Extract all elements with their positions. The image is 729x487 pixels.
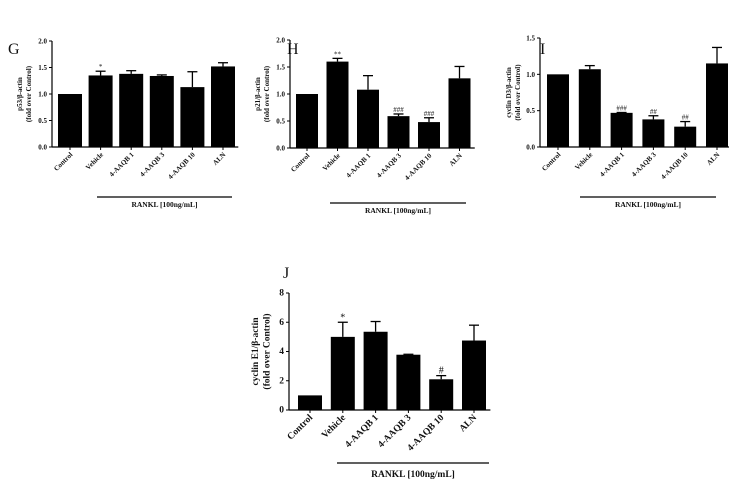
panel-label: J xyxy=(283,265,289,282)
group-label: RANKL [100ng/mL] xyxy=(371,470,455,480)
y-axis-label: (fold over Control) xyxy=(514,64,522,121)
x-tick-label: 4-AAQB 3 xyxy=(630,150,658,178)
significance-label: ### xyxy=(393,106,404,114)
y-tick-label: 8 xyxy=(279,289,284,299)
chart-panel-j: J 0 2 4 6 8 cyclin E1/β-actin (fold over Contro… xyxy=(251,265,491,480)
significance-label: ### xyxy=(616,104,627,112)
y-tick-label: 0.0 xyxy=(526,144,535,152)
bar xyxy=(330,336,355,410)
bar xyxy=(296,94,318,148)
y-axis-label: (fold over Control) xyxy=(263,65,271,122)
bar xyxy=(547,74,569,147)
x-tick-label: Control xyxy=(289,152,311,174)
y-axis-label: p21/β-actin xyxy=(254,77,262,111)
x-tick-label: 4-AAQB 10 xyxy=(167,150,198,181)
y-tick-label: 0.0 xyxy=(276,145,285,153)
significance-label: # xyxy=(439,366,444,377)
x-tick-label: Vehicle xyxy=(573,151,594,172)
group-label: RANKL [100ng/mL] xyxy=(365,206,431,215)
bar xyxy=(396,354,421,410)
x-tick-label: 4-AAQB 1 xyxy=(108,150,136,178)
chart-panel-h: H 0.0 0.5 1.0 1.5 2.0 p21/β-actin (fold over Co… xyxy=(254,37,475,215)
bar xyxy=(149,75,174,147)
y-tick-label: 1.0 xyxy=(276,91,285,99)
x-tick-label: 4-AAQB 1 xyxy=(345,151,373,179)
x-tick-label: Control xyxy=(286,413,316,443)
y-tick-label: 0 xyxy=(279,406,284,416)
bar xyxy=(578,69,601,147)
group-label: RANKL [100ng/mL] xyxy=(615,200,681,209)
x-tick-label: 4-AAQB 10 xyxy=(659,150,690,181)
bar xyxy=(363,331,388,410)
y-tick-label: 0.0 xyxy=(38,144,47,152)
x-tick-label: Vehicle xyxy=(320,413,348,441)
y-axis-label: (fold over Control) xyxy=(25,65,33,122)
significance-label: * xyxy=(99,63,103,71)
x-tick-label: 4-AAQB 10 xyxy=(403,151,434,182)
x-tick-label: Vehicle xyxy=(84,151,105,172)
y-tick-label: 0.5 xyxy=(276,118,285,126)
significance-label: ## xyxy=(650,108,658,116)
y-tick-label: 0.5 xyxy=(526,107,535,115)
bar xyxy=(448,78,471,148)
bar xyxy=(119,73,144,147)
x-tick-label: 4-AAQB 1 xyxy=(344,413,381,450)
bar xyxy=(387,116,410,148)
bar xyxy=(180,87,205,147)
y-tick-label: 0.5 xyxy=(38,117,47,125)
y-tick-label: 1.0 xyxy=(38,91,47,99)
panel-label: G xyxy=(8,41,20,58)
x-tick-label: 4-AAQB 1 xyxy=(598,150,626,178)
significance-label: * xyxy=(340,312,345,323)
x-tick-label: Control xyxy=(52,151,74,173)
y-tick-label: 1.5 xyxy=(526,35,535,43)
x-tick-label: ALN xyxy=(705,151,721,167)
bar xyxy=(706,63,728,147)
significance-label: ** xyxy=(334,50,342,58)
x-tick-label: Control xyxy=(540,151,562,173)
bar xyxy=(298,395,322,410)
y-axis-label: p53/β-actin xyxy=(16,77,24,111)
y-tick-label: 4 xyxy=(279,347,284,357)
significance-label: ## xyxy=(682,114,690,122)
bar xyxy=(58,94,82,147)
chart-panel-i: I 0.0 0.5 1.0 1.5 cyclin D3/β-actin (fold over… xyxy=(505,35,729,209)
bar xyxy=(642,119,665,147)
x-tick-label: ALN xyxy=(211,151,227,167)
group-label: RANKL [100ng/mL] xyxy=(131,200,197,209)
x-tick-label: 4-AAQB 3 xyxy=(375,151,403,179)
y-tick-label: 2.0 xyxy=(276,37,285,45)
bar xyxy=(418,122,440,148)
bar xyxy=(326,61,349,148)
significance-label: ### xyxy=(424,110,435,118)
y-axis-label: (fold over Control) xyxy=(262,313,273,389)
chart-panel-g: G 0.0 0.5 1.0 1.5 2.0 p53/β-actin (fold over Co… xyxy=(8,38,239,209)
y-tick-label: 6 xyxy=(279,318,284,328)
panel-label: I xyxy=(540,41,545,58)
bar xyxy=(88,75,113,147)
x-tick-label: 4-AAQB 3 xyxy=(138,150,166,178)
y-tick-label: 2 xyxy=(279,376,284,386)
y-tick-label: 1.5 xyxy=(276,64,285,72)
y-axis-label: cyclin D3/β-actin xyxy=(505,67,513,118)
bar xyxy=(429,379,454,410)
bar xyxy=(211,66,235,147)
bar xyxy=(357,89,379,148)
y-tick-label: 1.5 xyxy=(38,64,47,72)
x-tick-label: Vehicle xyxy=(321,152,342,173)
bar xyxy=(674,126,697,147)
bar xyxy=(610,112,633,147)
y-axis-label: cyclin E1/β-actin xyxy=(251,317,261,386)
y-tick-label: 2.0 xyxy=(38,38,47,46)
panel-label: H xyxy=(287,41,299,58)
x-tick-label: ALN xyxy=(448,152,464,168)
bar xyxy=(462,340,486,410)
y-tick-label: 1.0 xyxy=(526,71,535,79)
x-tick-label: ALN xyxy=(458,413,479,434)
